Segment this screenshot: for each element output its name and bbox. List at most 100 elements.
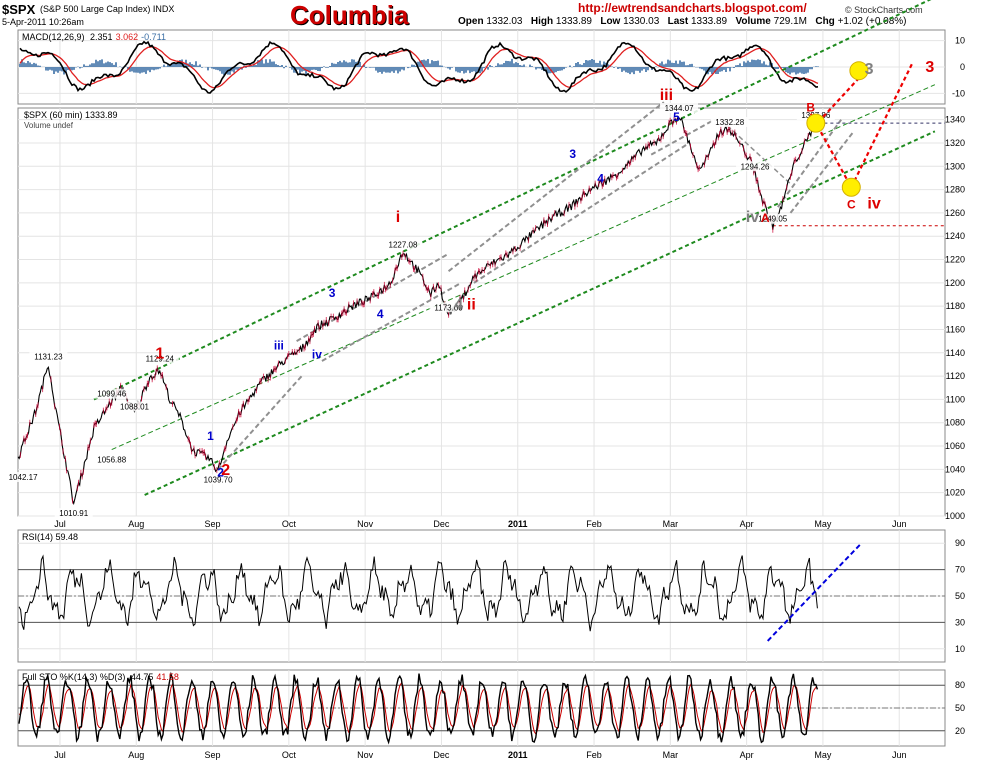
high-label: High (530, 16, 554, 27)
index-name: (S&P 500 Large Cap Index) INDX (40, 4, 175, 14)
macd-legend: MACD(12,26,9) 2.351 3.062 -0.711 (22, 32, 166, 42)
wave-label: 3 (329, 286, 336, 300)
price-tick-label: 1320 (945, 138, 965, 148)
price-label: 1249.05 (758, 215, 787, 224)
target-circle (849, 61, 869, 81)
sto-k-line (18, 671, 819, 745)
price-x-tick-label: Jun (892, 519, 907, 529)
wave-label: iv (746, 209, 759, 226)
sto-x-tick-label: Jul (54, 750, 66, 760)
price-tick-label: 1040 (945, 464, 965, 474)
price-label-bg (92, 454, 131, 465)
price-x-tick-label: Aug (128, 519, 144, 529)
mid-channel-line (111, 84, 936, 451)
sto-x-tick-label: Dec (433, 750, 450, 760)
price-label-bg (92, 388, 131, 399)
price-tick-label: 1260 (945, 208, 965, 218)
price-tick-label: 1240 (945, 231, 965, 241)
wave-label: iii (660, 87, 673, 104)
price-x-tick-label: Apr (740, 519, 754, 529)
price-label-bg (736, 161, 775, 172)
sto-tick-label: 50 (955, 703, 965, 713)
brand-label: © StockCharts.com (845, 5, 923, 15)
rsi-panel: 90 70 50 30 10 RSI(14) 59.48 (17, 529, 965, 663)
chg-value: +1.02 (+0.08%) (837, 16, 907, 27)
price-tick-label: 1080 (945, 418, 965, 428)
price-label-bg (383, 239, 422, 250)
gray-trend-line (217, 375, 303, 471)
price-label-bg (29, 351, 68, 362)
wave-label: 1 (207, 429, 214, 443)
price-label: 1056.88 (97, 456, 126, 465)
price-tick-label: 1280 (945, 185, 965, 195)
macd-tick-label: -10 (952, 88, 965, 98)
blog-url-link[interactable]: http://ewtrendsandcharts.blogspot.com/ (578, 1, 807, 15)
gray-trend-line (473, 142, 690, 284)
price-tick-label: 1000 (945, 511, 965, 521)
price-tick-label: 1020 (945, 488, 965, 498)
open-label: Open (458, 16, 484, 27)
price-panel: 1000102010401060108011001120114011601180… (4, 0, 965, 529)
open-value: 1332.03 (486, 16, 523, 27)
rsi-tick-label: 90 (955, 538, 965, 548)
price-tick-label: 1160 (946, 324, 965, 334)
price-tick-label: 1180 (946, 301, 965, 311)
price-label-bg (710, 116, 749, 127)
price-label-bg (4, 472, 43, 483)
gray-trend-line (321, 281, 462, 362)
low-value: 1330.03 (623, 16, 660, 27)
sto-x-tick-label: Sep (205, 750, 221, 760)
wave-label: 2 (217, 465, 224, 479)
sto-legend-value: 41.58 (156, 672, 179, 682)
wave-label: iii (274, 338, 284, 352)
wave-label: 3 (569, 147, 576, 161)
sto-legend: Full STO %K(14,3) %D(3) 44.75 41.58 (22, 672, 179, 682)
price-label: 1099.46 (97, 390, 126, 399)
wave-label: 4 (597, 172, 604, 186)
price-x-tick-label: Nov (357, 519, 374, 529)
wave-label: B (806, 100, 815, 114)
price-tick-label: 1060 (945, 441, 965, 451)
macd-legend-value: -0.711 (141, 32, 166, 42)
wave-label: i (396, 209, 400, 226)
high-value: 1333.89 (555, 16, 592, 27)
projection-path (809, 63, 914, 190)
macd-legend-value: 2.351 (90, 32, 113, 42)
price-x-tick-label: Sep (205, 519, 221, 529)
macd-panel: 10 0 -10 MACD(12,26,9) 2.351 3.062 -0.711 (17, 29, 965, 105)
price-legend: $SPX (60 min) 1333.89 (24, 110, 118, 120)
wave-label: 4 (454, 297, 463, 314)
price-label: 1227.08 (389, 240, 418, 249)
price-tick-label: 1340 (945, 115, 965, 125)
price-tick-label: 1220 (945, 255, 965, 265)
price-label-bg (660, 102, 699, 113)
macd-tick-label: 10 (955, 36, 965, 46)
wave-label: 4 (377, 307, 384, 321)
price-label: 1039.70 (204, 475, 233, 484)
sto-tick-label: 20 (955, 726, 965, 736)
macd-legend-value: 3.062 (116, 32, 139, 42)
price-tick-label: 1200 (945, 278, 965, 288)
rsi-line (18, 554, 818, 632)
price-tick-label: 1100 (946, 394, 965, 404)
wave-label: 3 (925, 59, 934, 76)
macd-tick-label: 0 (960, 62, 965, 72)
stochastic-panel: 80 50 20 Full STO %K(14,3) %D(3) 44.75 41.58… (17, 669, 965, 760)
last-value: 1333.89 (690, 16, 728, 27)
price-label-bg (140, 353, 179, 364)
price-label: 1344.07 (665, 104, 694, 113)
price-tick-label: 1140 (946, 348, 965, 358)
gray-trend-line (296, 252, 450, 343)
sto-x-tick-label: Aug (128, 750, 144, 760)
wave-label: ii (467, 297, 476, 314)
price-label: 1088.01 (120, 402, 149, 411)
volume-label: Volume (735, 16, 771, 27)
lower-channel-line (144, 130, 936, 496)
price-x-tick-label: Feb (586, 519, 602, 529)
wave-label: 2 (221, 462, 230, 479)
sto-x-tick-label: Mar (663, 750, 679, 760)
wave-label: A (761, 211, 770, 225)
gray-trend-line (447, 101, 665, 272)
projection-path-short (817, 74, 863, 123)
upper-channel-line (93, 0, 932, 401)
